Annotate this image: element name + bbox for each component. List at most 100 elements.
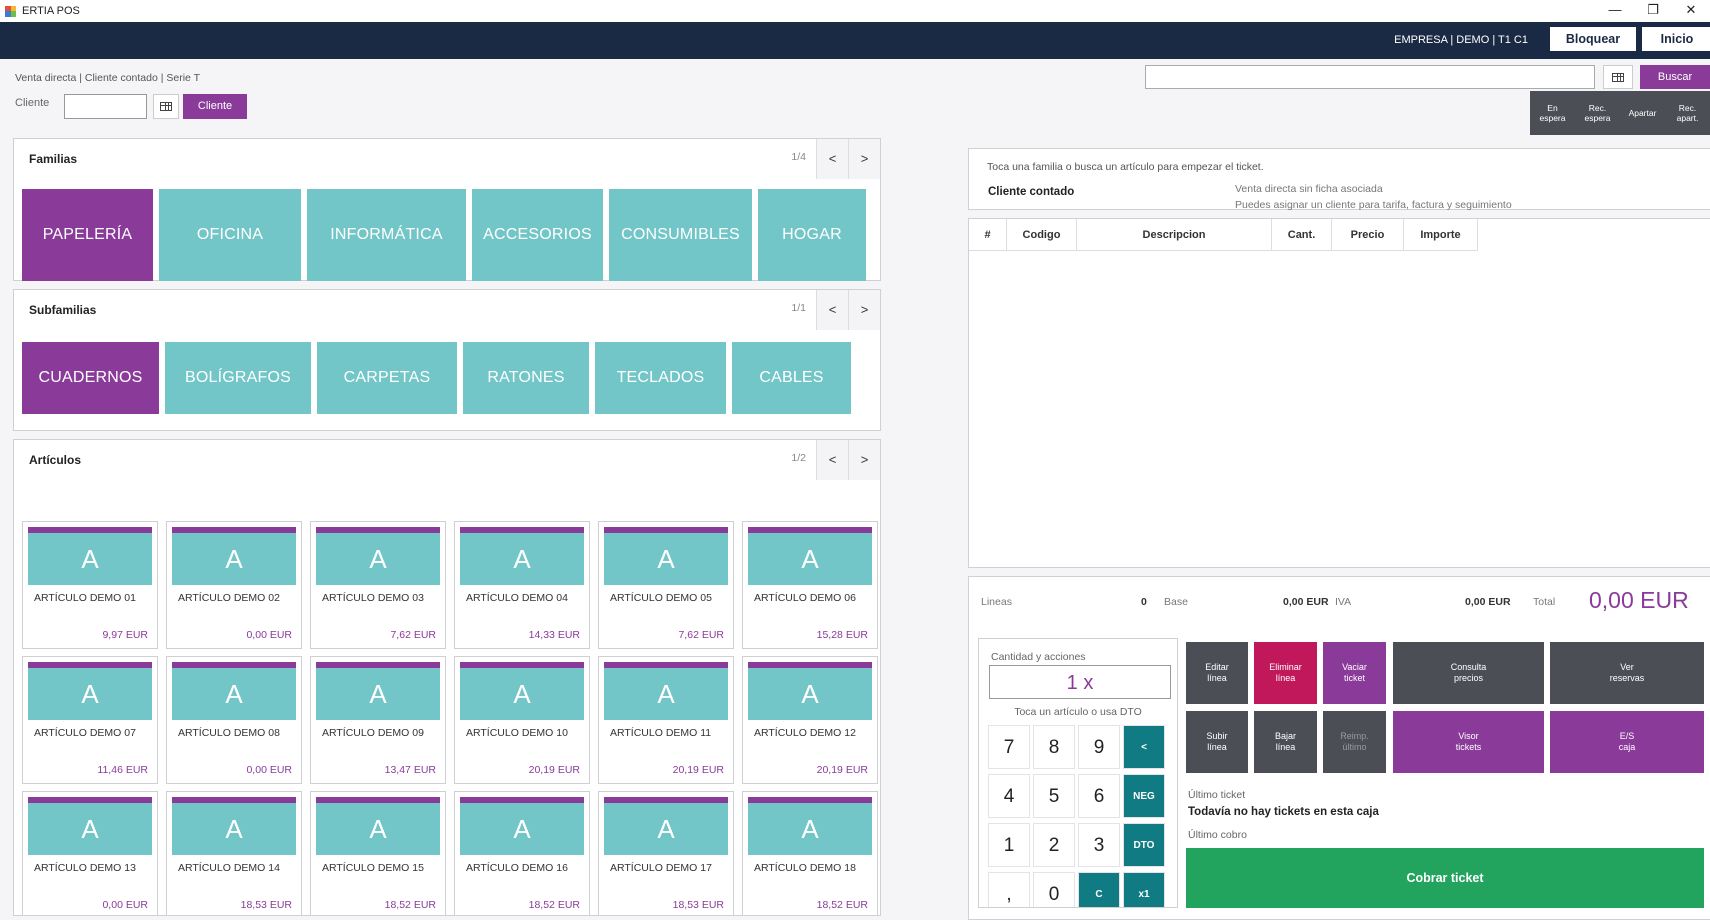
reprint-last-button[interactable]: Reimp. último [1323,711,1386,773]
family-tile-hogar[interactable]: HOGAR [758,189,866,281]
quick-actions-bar: En espera Rec. espera Apartar Rec. apart… [1530,91,1710,135]
article-name: ARTÍCULO DEMO 17 [610,862,712,874]
article-thumbnail: A [748,668,872,720]
app-logo-icon [5,5,16,17]
subfamily-tile-carpetas[interactable]: CARPETAS [317,342,457,414]
article-card[interactable]: A ARTÍCULO DEMO 12 20,19 EUR [742,656,878,784]
base-value: 0,00 EUR [1283,596,1329,608]
col-number: # [969,219,1007,251]
families-next-button[interactable]: > [848,139,880,179]
discount-key[interactable]: DTO [1123,823,1165,867]
article-card[interactable]: A ARTÍCULO DEMO 02 0,00 EUR [166,521,302,649]
key-8[interactable]: 8 [1033,725,1075,769]
subfamilies-prev-button[interactable]: < [816,290,848,330]
minimize-icon[interactable]: — [1608,2,1622,17]
article-card[interactable]: A ARTÍCULO DEMO 01 9,97 EUR [22,521,158,649]
key-5[interactable]: 5 [1033,774,1075,818]
article-card[interactable]: A ARTÍCULO DEMO 17 18,53 EUR [598,791,734,915]
article-card[interactable]: A ARTÍCULO DEMO 10 20,19 EUR [454,656,590,784]
article-card[interactable]: A ARTÍCULO DEMO 16 18,52 EUR [454,791,590,915]
key-2[interactable]: 2 [1033,823,1075,867]
article-price: 7,62 EUR [678,629,724,641]
backspace-key[interactable]: < [1123,725,1165,769]
last-payment-label: Último cobro [1188,829,1247,841]
cash-in-out-button[interactable]: E/S caja [1550,711,1704,773]
line-down-button[interactable]: Bajar línea [1254,711,1317,773]
ticket-viewer-button[interactable]: Visor tickets [1393,711,1544,773]
subfamily-tile-cables[interactable]: CABLES [732,342,851,414]
family-tile-consumibles[interactable]: CONSUMIBLES [609,189,752,281]
home-button[interactable]: Inicio [1642,27,1710,51]
lock-button[interactable]: Bloquear [1550,27,1636,51]
search-input[interactable] [1145,65,1595,89]
articles-prev-button[interactable]: < [816,440,848,480]
families-panel: Familias 1/4 < > PAPELERÍA OFICINA INFOR… [13,138,881,281]
subfamily-tile-cuadernos[interactable]: CUADERNOS [22,342,159,414]
article-card[interactable]: A ARTÍCULO DEMO 09 13,47 EUR [310,656,446,784]
view-reservations-button[interactable]: Ver reservas [1550,642,1704,704]
article-card[interactable]: A ARTÍCULO DEMO 08 0,00 EUR [166,656,302,784]
clear-key[interactable]: C [1078,872,1120,907]
articles-next-button[interactable]: > [848,440,880,480]
article-stripe [316,662,440,668]
article-price: 15,28 EUR [816,629,868,641]
key-7[interactable]: 7 [988,725,1030,769]
negative-key[interactable]: NEG [1123,774,1165,818]
search-button[interactable]: Buscar [1640,65,1710,89]
article-stripe [604,527,728,533]
article-card[interactable]: A ARTÍCULO DEMO 14 18,53 EUR [166,791,302,915]
article-card[interactable]: A ARTÍCULO DEMO 15 18,52 EUR [310,791,446,915]
article-card[interactable]: A ARTÍCULO DEMO 07 11,46 EUR [22,656,158,784]
empty-ticket-button[interactable]: Vaciar ticket [1323,642,1386,704]
family-tile-oficina[interactable]: OFICINA [159,189,301,281]
article-name: ARTÍCULO DEMO 08 [178,727,280,739]
key-9[interactable]: 9 [1078,725,1120,769]
article-card[interactable]: A ARTÍCULO DEMO 13 0,00 EUR [22,791,158,915]
subfamilies-next-button[interactable]: > [848,290,880,330]
key-1[interactable]: 1 [988,823,1030,867]
key-6[interactable]: 6 [1078,774,1120,818]
key-3[interactable]: 3 [1078,823,1120,867]
families-prev-button[interactable]: < [816,139,848,179]
article-card[interactable]: A ARTÍCULO DEMO 11 20,19 EUR [598,656,734,784]
quantity-one-key[interactable]: x1 [1123,872,1165,907]
key-0[interactable]: 0 [1033,872,1075,907]
ticket-header: Toca una familia o busca un artículo par… [968,148,1710,210]
col-amount: Importe [1404,219,1478,251]
recover-hold-button[interactable]: Rec. espera [1584,103,1611,123]
subfamily-tile-teclados[interactable]: TECLADOS [595,342,726,414]
client-picker-button[interactable] [153,94,179,119]
article-card[interactable]: A ARTÍCULO DEMO 03 7,62 EUR [310,521,446,649]
article-card[interactable]: A ARTÍCULO DEMO 18 18,52 EUR [742,791,878,915]
article-card[interactable]: A ARTÍCULO DEMO 06 15,28 EUR [742,521,878,649]
article-name: ARTÍCULO DEMO 13 [34,862,136,874]
article-stripe [604,662,728,668]
client-button[interactable]: Cliente [183,94,247,119]
article-thumbnail: A [748,533,872,585]
search-picker-button[interactable] [1603,65,1633,89]
edit-line-button[interactable]: Editar línea [1186,642,1248,704]
article-card[interactable]: A ARTÍCULO DEMO 04 14,33 EUR [454,521,590,649]
article-stripe [28,527,152,533]
check-prices-button[interactable]: Consulta precios [1393,642,1544,704]
set-aside-button[interactable]: Apartar [1628,108,1657,118]
family-tile-informatica[interactable]: INFORMÁTICA [307,189,466,281]
subfamily-tile-ratones[interactable]: RATONES [463,342,589,414]
charge-ticket-button[interactable]: Cobrar ticket [1186,848,1704,908]
hold-button[interactable]: En espera [1539,103,1566,123]
article-price: 0,00 EUR [246,764,292,776]
article-price: 11,46 EUR [97,764,148,776]
article-thumbnail: A [28,668,152,720]
close-icon[interactable]: ✕ [1685,2,1697,17]
line-up-button[interactable]: Subir línea [1186,711,1248,773]
key-4[interactable]: 4 [988,774,1030,818]
family-tile-accesorios[interactable]: ACCESORIOS [472,189,603,281]
comma-key[interactable]: , [988,872,1030,907]
client-input[interactable] [64,94,147,119]
delete-line-button[interactable]: Eliminar línea [1254,642,1317,704]
restore-icon[interactable]: ❐ [1647,2,1659,17]
subfamily-tile-boligrafos[interactable]: BOLÍGRAFOS [165,342,311,414]
family-tile-papeleria[interactable]: PAPELERÍA [22,189,153,281]
recover-aside-button[interactable]: Rec. apart. [1676,103,1699,123]
article-card[interactable]: A ARTÍCULO DEMO 05 7,62 EUR [598,521,734,649]
